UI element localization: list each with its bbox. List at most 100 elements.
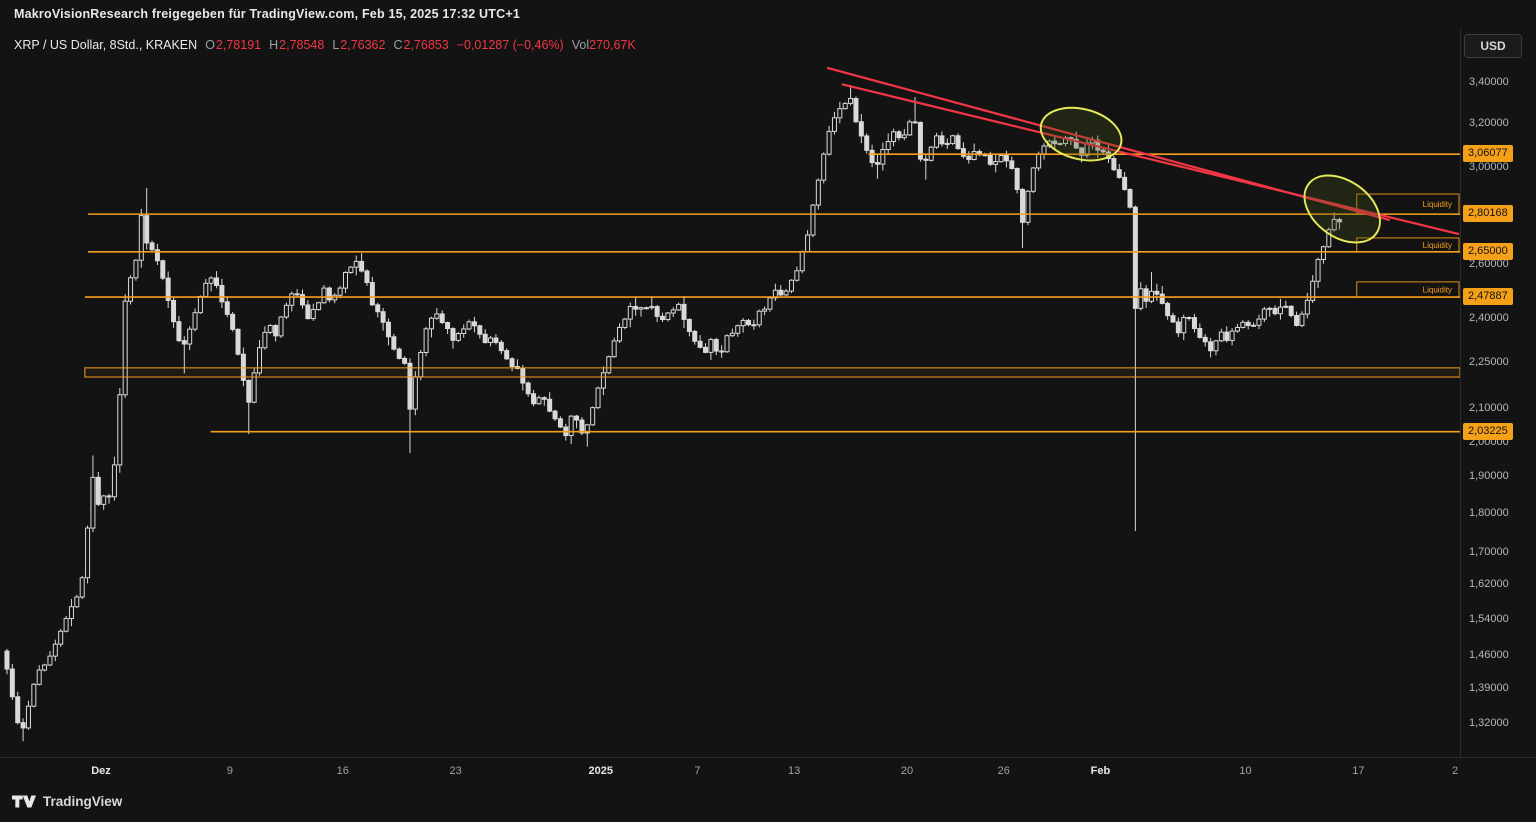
candle-up <box>1283 305 1289 308</box>
candle-down <box>955 135 961 150</box>
candle-down <box>504 350 510 360</box>
candle-down <box>1245 321 1251 326</box>
candle-up <box>321 287 327 304</box>
candle-up <box>907 121 913 136</box>
ellipse-annotations[interactable] <box>1035 100 1392 256</box>
liquidity-label: Liquidity <box>1423 200 1452 209</box>
ohlc-high: H2,78548 <box>269 38 324 52</box>
horizontal-levels[interactable] <box>84 153 1460 433</box>
candle-down <box>369 282 375 306</box>
candle-up <box>1234 326 1240 332</box>
candle-up <box>412 376 418 410</box>
candle-down <box>939 135 945 145</box>
price-level-tag[interactable]: 2,03225 <box>1463 422 1513 440</box>
candle-up <box>68 606 74 620</box>
candle-down <box>751 324 757 327</box>
price-scale[interactable]: 3,40000 3,20000 3,00000 2,60000 2,40000 2,250… <box>1460 28 1536 757</box>
time-tick-label: 2025 <box>588 765 613 777</box>
price-level-tag[interactable]: 2,80168 <box>1463 205 1513 223</box>
candle-up <box>891 131 897 143</box>
price-level-tag[interactable]: 2,65000 <box>1463 242 1513 260</box>
candle-up <box>638 307 644 310</box>
candle-down <box>1079 147 1085 156</box>
candle-down <box>1116 169 1122 178</box>
candle-down <box>552 410 558 420</box>
tradingview-logo-icon <box>12 795 36 808</box>
plot-area[interactable]: Liquidity Liquidity Liquidity <box>4 66 1460 742</box>
candle-up <box>735 325 741 334</box>
price-change: −0,01287 (−0,46%) <box>456 38 564 52</box>
candle-up <box>1181 316 1187 334</box>
candle-up <box>815 179 821 206</box>
candle-up <box>805 234 811 253</box>
candle-up <box>729 332 735 337</box>
candle-up <box>316 302 322 311</box>
liquidity-zones[interactable]: Liquidity Liquidity Liquidity <box>1356 193 1460 298</box>
open-value: 2,78191 <box>215 38 262 52</box>
price-tick-label: 3,40000 <box>1469 76 1509 88</box>
liquidity-box[interactable] <box>1356 193 1460 215</box>
liquidity-box[interactable] <box>1356 281 1460 298</box>
candle-down <box>160 260 166 279</box>
candle-down <box>1159 293 1165 304</box>
time-scale[interactable]: Dez 9 16 23 2025 7 13 20 26 Feb 10 17 2 <box>0 757 1536 786</box>
candle-up <box>676 303 682 311</box>
candle-up <box>627 305 633 320</box>
candle-down <box>1272 307 1278 315</box>
candle-up <box>461 328 467 335</box>
liquidity-box[interactable] <box>1356 237 1460 253</box>
candle-down <box>1003 154 1009 162</box>
candle-up <box>649 306 655 309</box>
trendline[interactable] <box>841 83 1460 236</box>
ohlc-close: C2,76853 <box>393 38 448 52</box>
candle-down <box>917 121 923 160</box>
candle-up <box>1025 190 1031 223</box>
candle-up <box>278 316 284 337</box>
candle-down <box>912 121 918 124</box>
candle-up <box>90 476 96 529</box>
candle-up <box>25 705 31 729</box>
ohlc-low: L2,76362 <box>332 38 385 52</box>
candle-up <box>187 328 193 345</box>
candle-down <box>525 382 531 395</box>
candle-up <box>267 324 273 333</box>
candle-down <box>300 294 306 306</box>
candle-down <box>219 284 225 303</box>
liquidity-label: Liquidity <box>1423 285 1452 294</box>
candle-down <box>326 287 332 301</box>
ellipse-annotation[interactable] <box>1292 162 1393 257</box>
candle-up <box>192 312 198 330</box>
symbol-title[interactable]: XRP / US Dollar, 8Std., KRAKEN <box>14 38 198 52</box>
candle-down <box>557 418 563 428</box>
candle-down <box>654 306 660 317</box>
low-value: 2,76362 <box>340 38 386 52</box>
candle-down <box>149 242 155 251</box>
candle-down <box>681 303 687 320</box>
candle-down <box>579 419 585 434</box>
candle-down <box>858 121 864 137</box>
candle-down <box>1170 315 1176 323</box>
currency-toggle-button[interactable]: USD <box>1464 34 1522 58</box>
trendlines[interactable] <box>826 66 1460 236</box>
candle-down <box>1154 290 1160 295</box>
price-level-tag[interactable]: 3,06077 <box>1463 145 1513 163</box>
price-level-tag[interactable]: 2,47887 <box>1463 288 1513 306</box>
volume-label: Vol <box>571 38 590 52</box>
price-tick-label: 1,54000 <box>1469 612 1509 625</box>
candle-up <box>799 251 805 272</box>
candle-down <box>171 299 177 323</box>
candle-down <box>106 495 112 498</box>
candle-up <box>428 317 434 330</box>
candle-up <box>52 643 58 657</box>
time-tick-label: 7 <box>694 765 701 777</box>
candle-down <box>1175 321 1181 334</box>
ellipse-annotation[interactable] <box>1035 100 1127 169</box>
tradingview-logo[interactable]: TradingView <box>12 794 122 809</box>
time-tick-label: 26 <box>997 765 1010 777</box>
candle-up <box>310 309 316 320</box>
price-zone-rectangle[interactable] <box>84 367 1460 378</box>
candle-up <box>584 424 590 434</box>
candle-up <box>783 290 789 296</box>
